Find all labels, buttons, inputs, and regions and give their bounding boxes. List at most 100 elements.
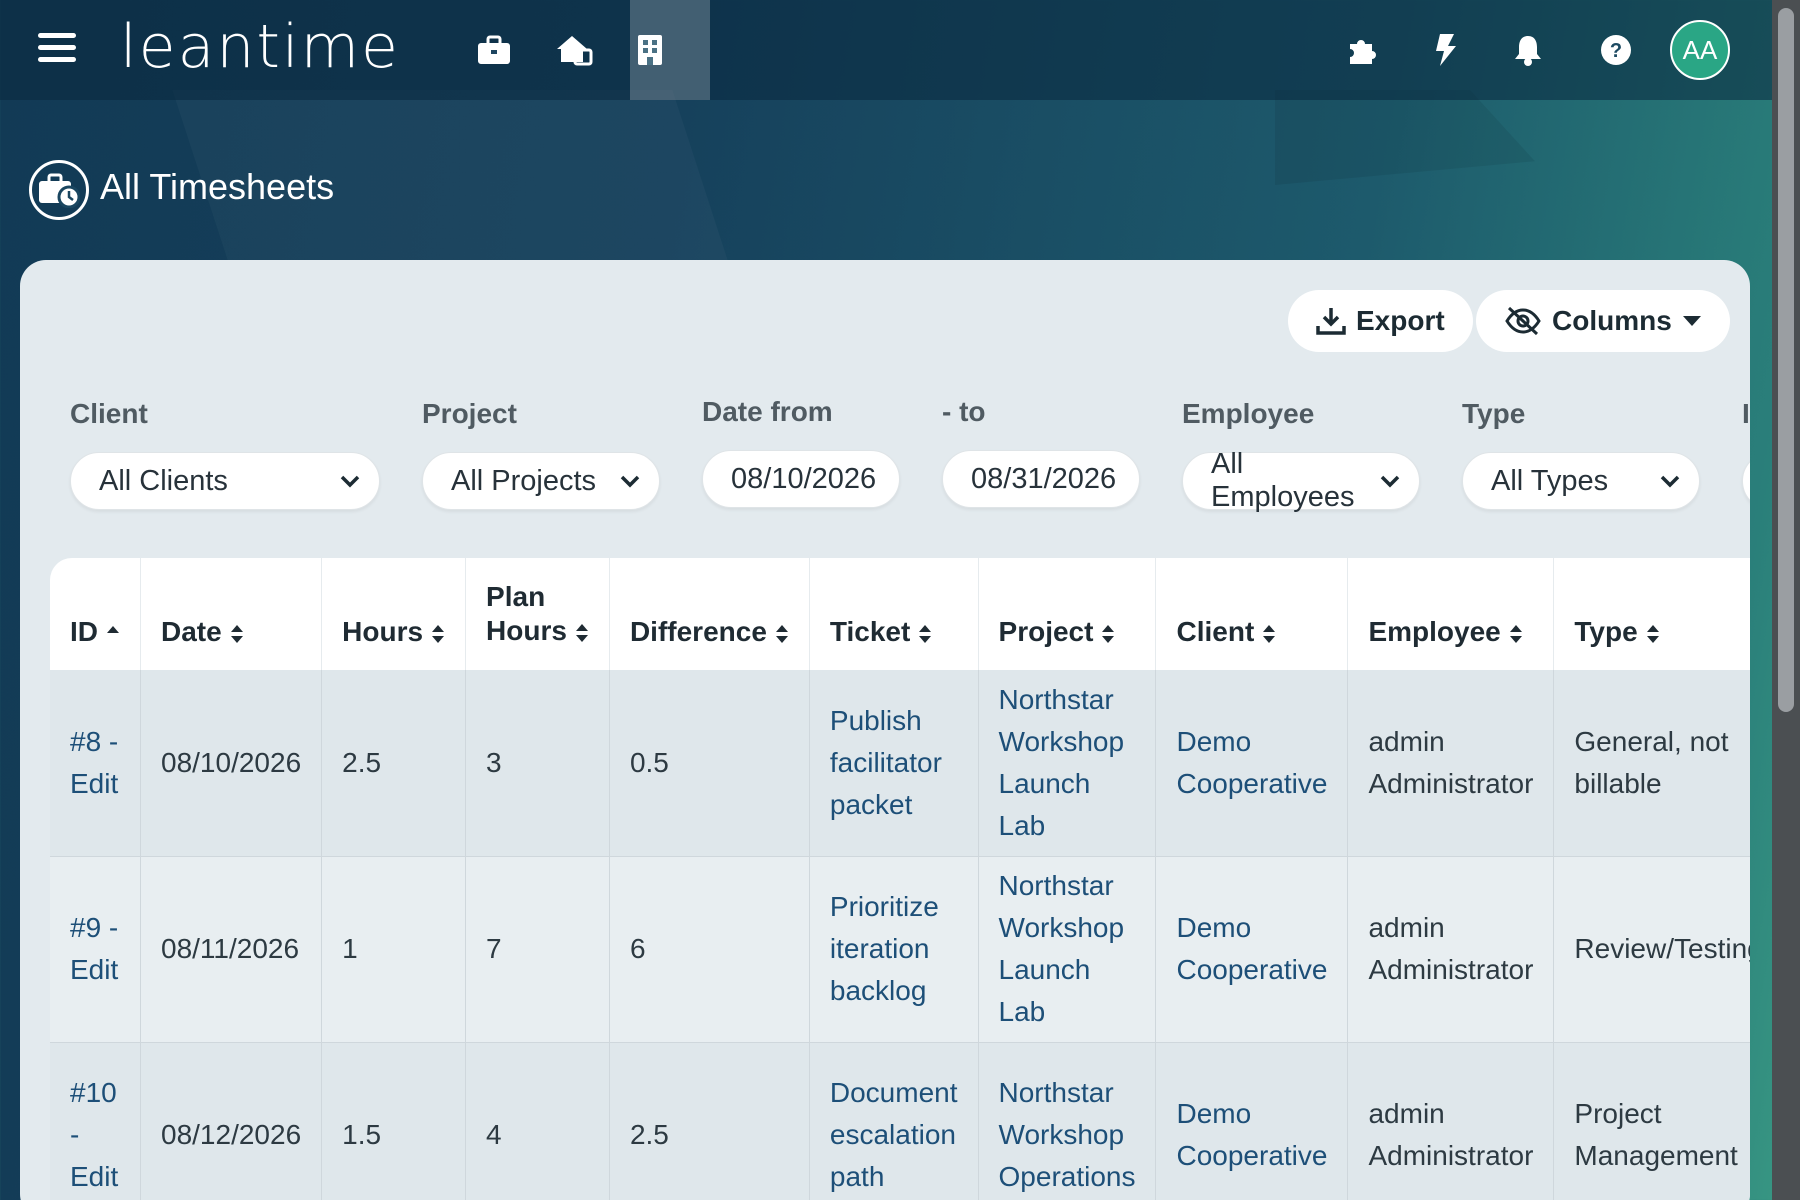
home-icon[interactable] (554, 30, 594, 70)
cell-employee: admin Administrator (1347, 670, 1555, 857)
cell-id: #10- Edit (50, 1042, 141, 1200)
cell-client: Demo Cooperative (1155, 670, 1349, 857)
cell-plan-hours: 7 (465, 856, 610, 1043)
bolt-icon[interactable] (1426, 30, 1466, 70)
cell-hours: 1 (321, 856, 467, 1043)
table-row: #10- Edit 08/12/2026 1.5 4 2.5 Document es… (50, 1042, 1750, 1200)
table-row: #8 - Edit 08/10/2026 2.5 3 0.5 Publish fac… (50, 670, 1750, 857)
cell-type: Project Management (1553, 1042, 1750, 1200)
column-header-ticket[interactable]: Ticket (809, 558, 979, 670)
client-link[interactable]: Demo Cooperative (1176, 725, 1328, 799)
cell-date: 08/10/2026 (140, 670, 323, 857)
type-filter-label: Type (1462, 398, 1526, 429)
sort-asc-icon (107, 625, 119, 633)
cell-difference: 6 (609, 856, 810, 1043)
cell-id: #9 - Edit (50, 856, 141, 1043)
table-row: #9 - Edit 08/11/2026 1 7 6 Prioritize iter… (50, 856, 1750, 1043)
columns-button[interactable]: Columns (1476, 290, 1730, 352)
ticket-link[interactable]: Prioritize iteration backlog (829, 891, 939, 1006)
cell-ticket: Document escalation path (809, 1042, 979, 1200)
column-header-id[interactable]: ID (50, 558, 141, 670)
cell-employee: admin Administrator (1347, 1042, 1555, 1200)
cell-type: Review/Testing (1553, 856, 1750, 1043)
chevron-down-icon (1380, 475, 1400, 488)
client-link[interactable]: Demo Cooperative (1176, 912, 1328, 985)
edit-entry-link[interactable]: #8 - Edit (70, 725, 119, 799)
date-to-input[interactable]: 08/31/2026 (942, 450, 1140, 508)
cell-project: Northstar Workshop Operations (978, 1042, 1157, 1200)
edit-entry-link[interactable]: #9 - Edit (70, 912, 119, 985)
project-select[interactable]: All Projects (422, 452, 660, 510)
employee-filter-label: Employee (1182, 398, 1315, 429)
sort-icon (1263, 624, 1276, 643)
cell-hours: 1.5 (321, 1042, 467, 1200)
column-header-date[interactable]: Date (140, 558, 323, 670)
app-logo[interactable]: leantime (120, 12, 400, 82)
ticket-link[interactable]: Publish facilitator packet (829, 704, 942, 820)
cell-type: General, not billable (1553, 670, 1750, 857)
column-header-client[interactable]: Client (1155, 558, 1349, 670)
date-to-label: - to (942, 396, 986, 427)
sort-icon (1646, 624, 1659, 643)
cell-client: Demo Cooperative (1155, 1042, 1349, 1200)
client-select[interactable]: All Clients (70, 452, 380, 510)
cell-id: #8 - Edit (50, 670, 141, 857)
menu-icon[interactable] (38, 33, 76, 67)
user-avatar[interactable]: AA (1670, 20, 1730, 80)
export-button[interactable]: Export (1288, 290, 1473, 352)
invoiced-select[interactable] (1742, 452, 1750, 510)
sort-icon (575, 623, 588, 642)
edit-entry-link[interactable]: #10- Edit (70, 1077, 119, 1192)
background-shape (1275, 90, 1535, 185)
table-header-row: ID Date Hours Plan Hours Difference Ticke… (50, 558, 1750, 670)
cell-employee: admin Administrator (1347, 856, 1555, 1043)
cell-difference: 0.5 (609, 670, 810, 857)
type-select[interactable]: All Types (1462, 452, 1700, 510)
project-link[interactable]: Northstar Workshop Operations (998, 1077, 1136, 1192)
help-icon[interactable]: ? (1596, 30, 1636, 70)
chevron-down-icon (340, 475, 360, 488)
column-header-employee[interactable]: Employee (1347, 558, 1555, 670)
column-header-hours[interactable]: Hours (321, 558, 467, 670)
cell-ticket: Prioritize iteration backlog (809, 856, 979, 1043)
cell-date: 08/11/2026 (140, 856, 323, 1043)
project-link[interactable]: Northstar Workshop Launch Lab (998, 683, 1125, 841)
page-title: All Timesheets (100, 166, 335, 207)
employee-select[interactable]: All Employees (1182, 448, 1420, 513)
ticket-link[interactable]: Document escalation path (829, 1077, 958, 1192)
column-header-difference[interactable]: Difference (609, 558, 810, 670)
project-filter-label: Project (422, 398, 517, 429)
invoiced-filter-label: I (1742, 398, 1750, 429)
cell-client: Demo Cooperative (1155, 856, 1349, 1043)
cell-ticket: Publish facilitator packet (809, 670, 979, 857)
date-from-label: Date from (702, 396, 833, 427)
timesheets-card: Export Columns Client All Clients Projec… (20, 260, 1750, 1200)
timesheets-table: ID Date Hours Plan Hours Difference Ticke… (50, 558, 1750, 1200)
date-from-input[interactable]: 08/10/2026 (702, 450, 900, 508)
column-header-project[interactable]: Project (978, 558, 1157, 670)
sort-icon (1102, 624, 1115, 643)
sort-icon (432, 624, 445, 643)
cell-date: 08/12/2026 (140, 1042, 323, 1200)
download-icon (1316, 308, 1346, 335)
caret-down-icon (1682, 316, 1701, 326)
cell-hours: 2.5 (321, 670, 467, 857)
column-header-plan-hours[interactable]: Plan Hours (465, 558, 610, 670)
column-header-type[interactable]: Type (1553, 558, 1750, 670)
puzzle-icon[interactable] (1342, 30, 1382, 70)
client-filter-label: Client (70, 398, 148, 429)
bell-icon[interactable] (1508, 30, 1548, 70)
client-link[interactable]: Demo Cooperative (1176, 1098, 1328, 1171)
cell-plan-hours: 4 (465, 1042, 610, 1200)
svg-text:?: ? (1610, 40, 1622, 62)
briefcase-icon[interactable] (474, 30, 514, 70)
timesheet-icon (29, 160, 89, 220)
timesheets-table-container: ID Date Hours Plan Hours Difference Ticke… (50, 558, 1750, 1200)
sort-icon (1509, 624, 1522, 643)
chevron-down-icon (620, 475, 640, 488)
scrollbar-thumb[interactable] (1778, 8, 1794, 712)
building-icon[interactable] (630, 30, 670, 70)
project-link[interactable]: Northstar Workshop Launch Lab (998, 870, 1125, 1027)
sort-icon (919, 624, 932, 643)
cell-difference: 2.5 (609, 1042, 810, 1200)
